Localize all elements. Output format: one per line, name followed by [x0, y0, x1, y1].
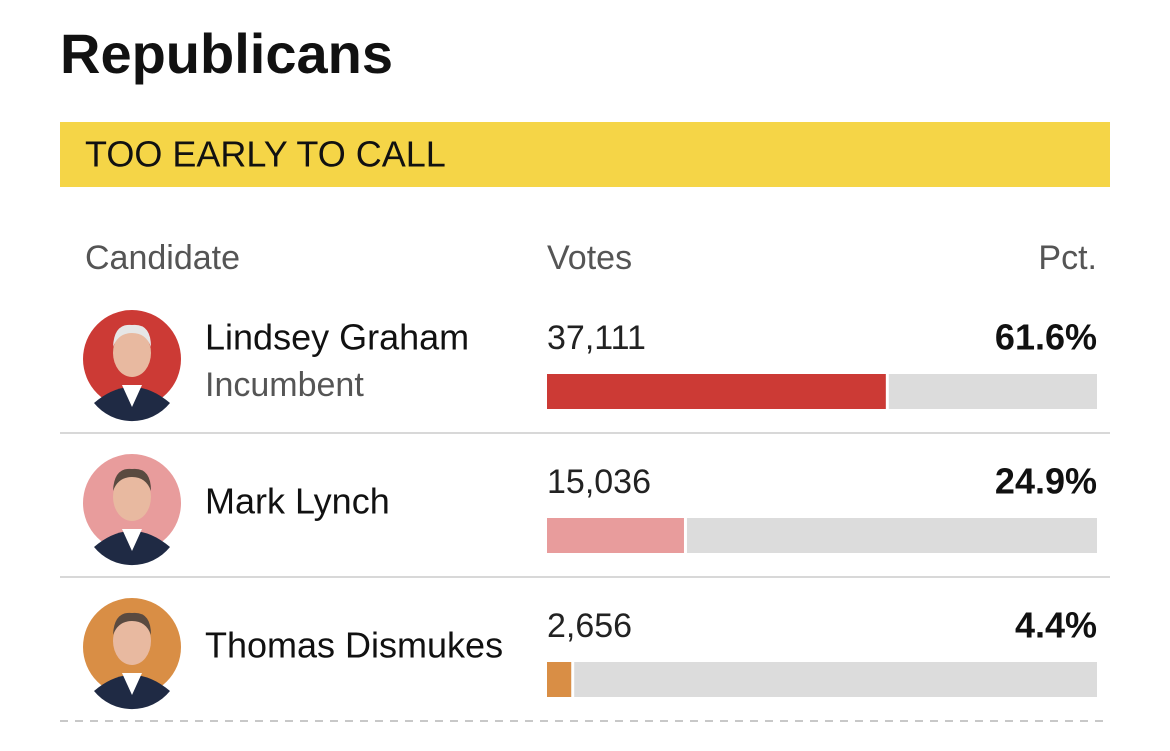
column-header: Pct.: [1038, 239, 1097, 277]
column-header: Votes: [547, 239, 632, 277]
avatar-shirt: [122, 673, 142, 695]
votes: 37,111: [547, 319, 646, 357]
avatar-hair: [113, 468, 151, 491]
pct: 24.9%: [995, 461, 1097, 502]
avatar-face: [113, 329, 151, 377]
column-header: Candidate: [85, 239, 240, 277]
bar-gap: [571, 662, 575, 697]
candidate-note: Incumbent: [205, 366, 364, 404]
pct: 61.6%: [995, 317, 1097, 358]
bar-gap: [885, 374, 889, 409]
bar-track: [547, 662, 1097, 697]
pct: 4.4%: [1015, 605, 1097, 646]
avatar-hair: [113, 324, 151, 347]
bar-gap: [683, 518, 687, 553]
candidate-name: Thomas Dismukes: [205, 625, 503, 666]
candidate-name: Mark Lynch: [205, 481, 390, 522]
avatar-face: [113, 617, 151, 665]
votes: 2,656: [547, 607, 632, 645]
bar: [547, 374, 886, 409]
avatar-shirt: [122, 385, 142, 407]
avatar-face: [113, 473, 151, 521]
bar: [547, 518, 684, 553]
votes: 15,036: [547, 463, 651, 501]
status-text: TOO EARLY TO CALL: [85, 134, 446, 175]
avatar-hair: [113, 612, 151, 635]
status-banner: [60, 122, 1110, 187]
avatar-shirt: [122, 529, 142, 551]
candidate-name: Lindsey Graham: [205, 317, 469, 358]
bar: [547, 662, 572, 697]
section-title: Republicans: [60, 22, 393, 85]
